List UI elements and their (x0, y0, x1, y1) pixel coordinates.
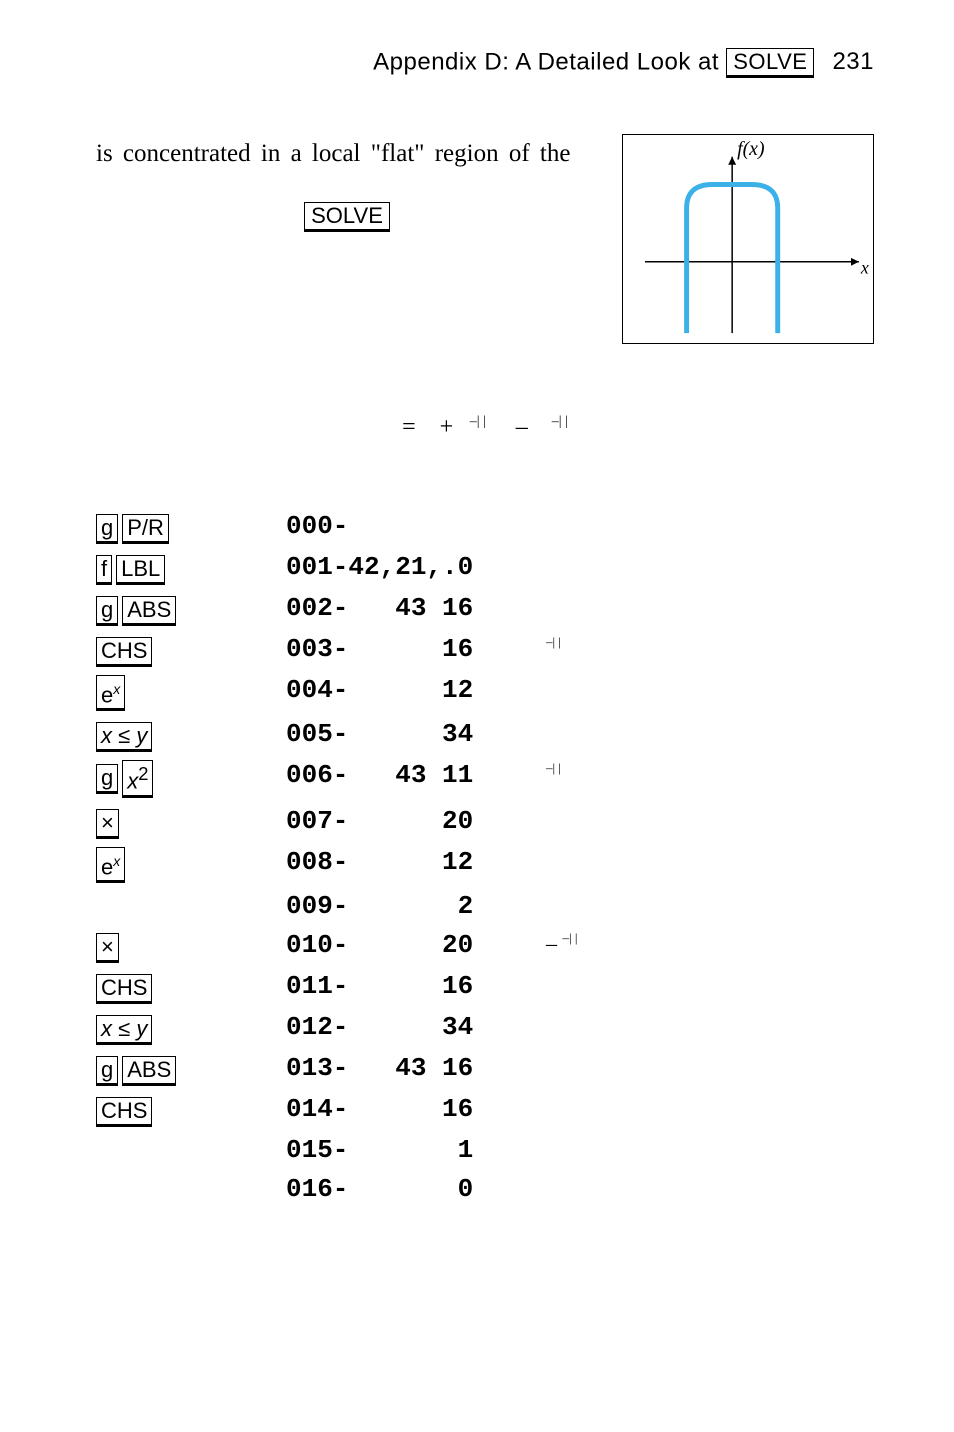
keystroke-cell: gABS (96, 1053, 286, 1086)
keystroke-cell: CHS (96, 971, 286, 1004)
keystroke-cell: gP/R (96, 511, 286, 544)
code-cell: 001-42,21,.0 (286, 552, 536, 585)
graph-svg: f(x) x (623, 135, 873, 343)
formula-exp2: –| | (552, 414, 568, 429)
calc-key: CHS (96, 974, 152, 1004)
code-cell: 016- 0 (286, 1174, 536, 1205)
code-cell: 011- 16 (286, 971, 536, 1004)
code-cell: 005- 34 (286, 719, 536, 752)
keystroke-cell: × (96, 806, 286, 839)
code-cell: 010- 20 (286, 930, 536, 963)
keystroke-cell: gABS (96, 593, 286, 626)
header-title: Appendix D: A Detailed Look at (373, 48, 726, 75)
keystroke-cell: fLBL (96, 552, 286, 585)
note-cell (536, 1053, 874, 1086)
intro-text: is concentrated in a local "flat" region… (96, 134, 598, 174)
formula-eq: = (402, 414, 417, 440)
fx-label: f(x) (737, 138, 764, 160)
x-label: x (860, 258, 869, 278)
calc-key: ex (96, 675, 125, 711)
solve-key-body: SOLVE (304, 202, 390, 232)
keystroke-cell (96, 1174, 286, 1205)
keystroke-cell: gx2 (96, 760, 286, 797)
x-arrow-icon (851, 258, 859, 266)
code-cell: 002- 43 16 (286, 593, 536, 626)
code-cell: 006- 43 11 (286, 760, 536, 797)
code-cell: 009- 2 (286, 891, 536, 922)
calc-key: g (96, 514, 118, 544)
intro-section: is concentrated in a local "flat" region… (96, 134, 874, 344)
note-cell (536, 1135, 874, 1166)
keystroke-cell: CHS (96, 1094, 286, 1127)
calc-key: × (96, 933, 119, 963)
calc-key: LBL (116, 555, 165, 585)
code-cell: 014- 16 (286, 1094, 536, 1127)
y-arrow-icon (728, 157, 736, 165)
note-cell: –| | (536, 634, 874, 667)
keystroke-cell: CHS (96, 634, 286, 667)
keystroke-cell (96, 891, 286, 922)
calc-key: x ≤ y (96, 722, 152, 752)
formula-exp1: –| | (470, 414, 486, 429)
note-cell (536, 1012, 874, 1045)
note-cell: – –| | (536, 930, 874, 963)
note-cell: –| | (536, 760, 874, 797)
calc-key: CHS (96, 1097, 152, 1127)
note-cell (536, 847, 874, 883)
code-cell: 015- 1 (286, 1135, 536, 1166)
page-header: Appendix D: A Detailed Look at SOLVE 231 (96, 48, 874, 78)
formula-minus: – (516, 414, 530, 440)
note-cell (536, 511, 874, 544)
program-table: gP/R000-fLBL001-42,21,.0gABS002- 43 16CH… (96, 511, 874, 1205)
code-cell: 004- 12 (286, 675, 536, 711)
code-cell: 003- 16 (286, 634, 536, 667)
calc-key: f (96, 555, 112, 585)
note-cell (536, 971, 874, 1004)
keystroke-cell: x ≤ y (96, 719, 286, 752)
keystroke-cell (96, 1135, 286, 1166)
calc-key: g (96, 596, 118, 626)
calc-key: ABS (122, 596, 176, 626)
note-cell (536, 719, 874, 752)
calc-key: ex (96, 847, 125, 883)
calc-key: x ≤ y (96, 1015, 152, 1045)
calc-key: x2 (122, 760, 153, 797)
note-cell (536, 675, 874, 711)
calc-key: CHS (96, 637, 152, 667)
note-cell (536, 1174, 874, 1205)
code-cell: 007- 20 (286, 806, 536, 839)
graph-box: f(x) x (622, 134, 874, 344)
keystroke-cell: ex (96, 675, 286, 711)
note-cell (536, 1094, 874, 1127)
calc-key: g (96, 764, 118, 794)
calc-key: × (96, 809, 119, 839)
calc-key: g (96, 1056, 118, 1086)
note-cell (536, 552, 874, 585)
code-cell: 000- (286, 511, 536, 544)
code-cell: 012- 34 (286, 1012, 536, 1045)
page-number: 231 (832, 48, 874, 75)
keystroke-cell: ex (96, 847, 286, 883)
formula-row: = + –| | – –| | (96, 414, 874, 441)
solve-key-header: SOLVE (726, 48, 814, 78)
keystroke-cell: x ≤ y (96, 1012, 286, 1045)
note-cell (536, 891, 874, 922)
formula-plus: + (440, 414, 455, 440)
note-cell (536, 593, 874, 626)
code-cell: 013- 43 16 (286, 1053, 536, 1086)
code-cell: 008- 12 (286, 847, 536, 883)
solve-center: SOLVE (96, 202, 598, 232)
calc-key: P/R (122, 514, 169, 544)
note-cell (536, 806, 874, 839)
calc-key: ABS (122, 1056, 176, 1086)
keystroke-cell: × (96, 930, 286, 963)
